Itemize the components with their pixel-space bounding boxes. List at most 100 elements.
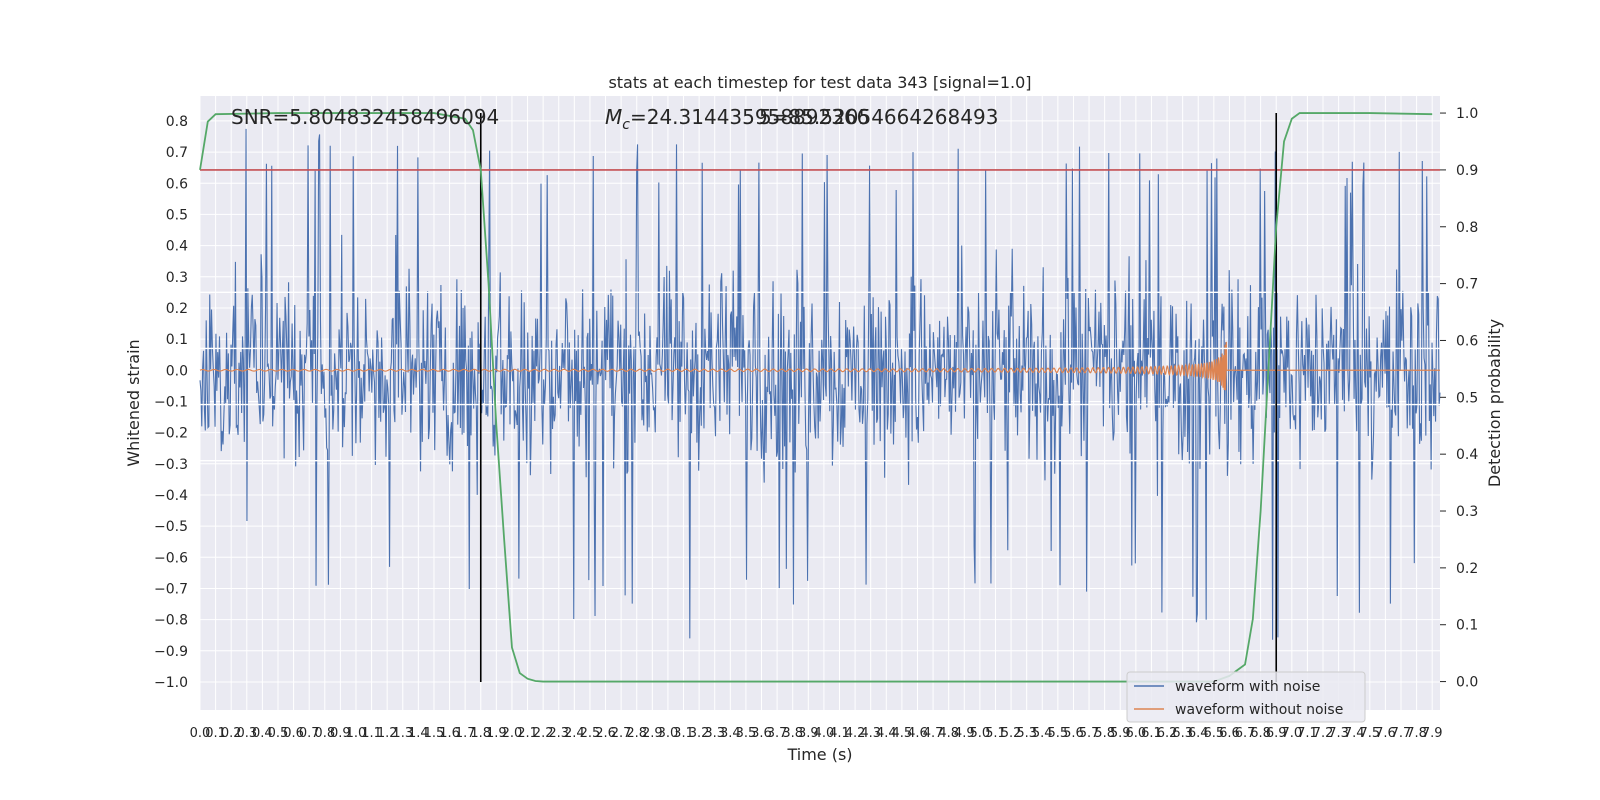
x-tick-label: 5.5 [1048,726,1069,741]
x-tick-label: 1.2 [377,726,398,741]
x-tick-label: 0.6 [283,726,304,741]
x-tick-label: 3.9 [798,726,819,741]
x-tick-label: 7.0 [1281,726,1302,741]
x-tick-label: 6.1 [1141,726,1162,741]
legend-entry-clean: waveform without noise [1175,702,1343,718]
x-tick-label: 7.3 [1328,726,1349,741]
x-tick-label: 2.0 [502,726,523,741]
x-tick-label: 4.9 [954,726,975,741]
x-tick-label: 5.1 [985,726,1006,741]
x-tick-label: 0.1 [205,726,226,741]
x-tick-label: 4.3 [860,726,881,741]
x-tick-label: 3.7 [767,726,788,741]
x-tick-label: 6.5 [1203,726,1224,741]
y-tick-label: 0.6 [166,176,188,192]
y2-tick-label: 0.0 [1456,675,1478,691]
legend-entry-noise: waveform with noise [1175,679,1320,695]
y-axis-label: Whitened strain [124,339,143,466]
x-tick-label: 4.2 [845,726,866,741]
x-tick-label: 5.4 [1032,726,1053,741]
y-tick-label: −0.9 [154,644,188,660]
series-detection-probability [199,112,1433,683]
x-tick-label: 2.3 [548,726,569,741]
x-tick-label: 7.2 [1313,726,1334,741]
x-tick-label: 2.9 [642,726,663,741]
x-tick-label: 6.8 [1250,726,1271,741]
x-tick-label: 0.5 [268,726,289,741]
y-tick-label: −0.6 [154,550,188,566]
x-tick-label: 5.6 [1063,726,1084,741]
x-tick-label: 1.3 [392,726,413,741]
y-tick-label: −0.8 [154,613,188,629]
y-tick-label: −1.0 [154,675,188,691]
y-axis-ticks: 0.8 0.7 0.6 0.5 0.4 0.3 0.2 0.1 0.0 −0.1 −0.2 −0.3 −… [154,114,188,691]
x-tick-label: 6.3 [1172,726,1193,741]
legend: waveform with noise waveform without noi… [1126,671,1366,723]
x-tick-label: 1.5 [424,726,445,741]
noise-waveform-line [199,128,1441,640]
x-tick-label: 7.6 [1375,726,1396,741]
x-tick-label: 6.6 [1219,726,1240,741]
y2-tick-label: 0.7 [1456,277,1478,293]
x-tick-label: 3.0 [658,726,679,741]
y2-axis-label: Detection probability [1485,319,1504,487]
x-axis-label: Time (s) [786,745,852,764]
y-tick-label: −0.1 [154,394,188,410]
x-tick-label: 1.6 [439,726,460,741]
x-tick-label: 5.7 [1079,726,1100,741]
x-tick-label: 6.0 [1126,726,1147,741]
x-tick-label: 3.3 [704,726,725,741]
x-tick-label: 6.7 [1235,726,1256,741]
legend-box [1126,671,1366,723]
overlapping-annotation: 5=85.52054664268493 [759,105,998,129]
y-tick-label: 0.1 [166,332,188,348]
y-tick-label: −0.7 [154,581,188,597]
x-tick-label: 6.9 [1266,726,1287,741]
snr-annotation: SNR=5.804832458496094 [231,105,499,129]
x-tick-label: 7.7 [1391,726,1412,741]
x-tick-label: 4.7 [923,726,944,741]
y-tick-label: 0.0 [166,363,188,379]
x-tick-label: 2.7 [611,726,632,741]
y-tick-label: −0.2 [154,426,188,442]
y2-tick-label: 0.5 [1456,390,1478,406]
y2-tick-label: 0.8 [1456,220,1478,236]
y2-tick-label: 0.1 [1456,618,1478,634]
y-tick-label: 0.3 [166,270,188,286]
chirp-mass-annotation: Mc=24.314435958892366 [605,105,869,133]
x-axis-ticks: 0.00.10.20.30.40.50.60.70.80.91.01.11.21… [190,726,1443,741]
y-tick-label: 0.5 [166,207,188,223]
x-tick-label: 1.0 [346,726,367,741]
chirp-mass-value: =24.314435958892366 [630,105,869,129]
x-tick-label: 0.9 [330,726,351,741]
x-tick-label: 4.0 [814,726,835,741]
clean-waveform-line [199,341,1440,391]
x-tick-label: 2.5 [580,726,601,741]
x-tick-label: 1.4 [408,726,429,741]
series-waveform-without-noise [199,341,1440,391]
x-tick-label: 3.5 [736,726,757,741]
x-tick-label: 2.8 [626,726,647,741]
x-tick-label: 2.2 [533,726,554,741]
reference-lines [200,113,1440,682]
x-tick-label: 4.6 [907,726,928,741]
x-tick-label: 0.0 [190,726,211,741]
x-tick-label: 5.8 [1094,726,1115,741]
chirp-mass-subscript: c [622,117,630,133]
x-tick-label: 3.6 [751,726,772,741]
y2-tick-label: 0.6 [1456,333,1478,349]
x-tick-label: 3.8 [782,726,803,741]
x-tick-label: 3.2 [689,726,710,741]
x-tick-label: 7.1 [1297,726,1318,741]
x-tick-label: 1.9 [486,726,507,741]
x-tick-label: 4.5 [892,726,913,741]
x-tick-label: 6.2 [1157,726,1178,741]
x-tick-label: 3.1 [673,726,694,741]
y-tick-label: −0.3 [154,457,188,473]
x-tick-label: 5.0 [970,726,991,741]
x-tick-label: 2.6 [595,726,616,741]
x-tick-label: 6.4 [1188,726,1209,741]
y2-tick-label: 0.3 [1456,504,1478,520]
y2-axis-ticks: 1.0 0.9 0.8 0.7 0.6 0.5 0.4 0.3 0.2 0.1 0.0 [1440,106,1478,691]
